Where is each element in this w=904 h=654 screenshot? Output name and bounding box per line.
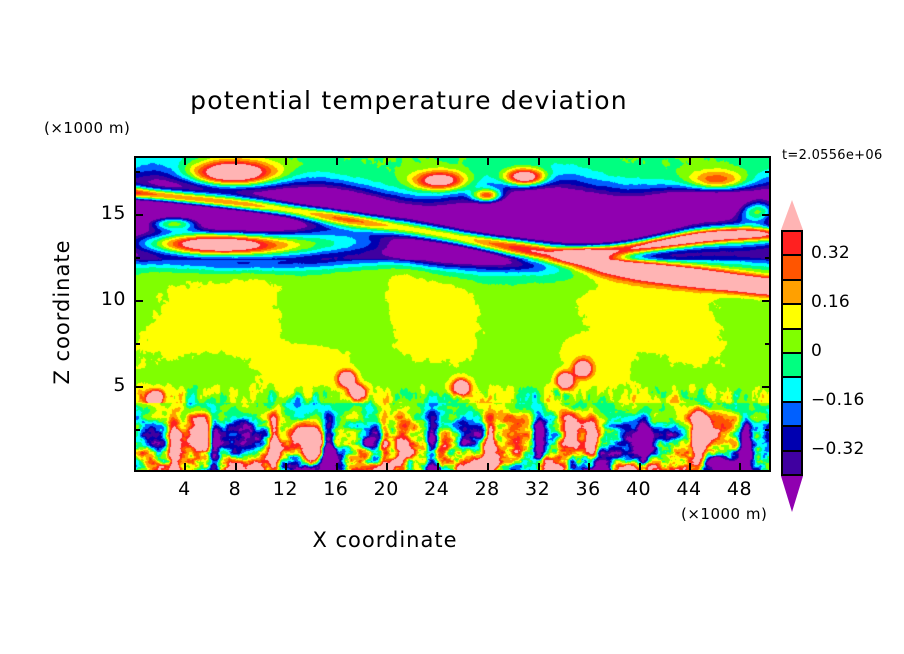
colorbar-label: −0.32 [811,438,865,459]
colorbar-label: −0.16 [811,389,865,410]
colorbar-band [781,449,803,476]
colorbar-band [781,376,803,403]
time-annotation: t=2.0556e+06 [782,148,883,163]
x-tick-label: 8 [228,478,242,500]
y-tick-label: 15 [100,202,126,225]
x-tick-label: 24 [424,478,450,500]
x-tick-label: 4 [178,478,191,500]
x-tick-label: 36 [575,478,601,500]
colorbar-band [781,230,803,257]
colorbar-band [781,254,803,281]
y-axis-title: Z coordinate [50,239,74,385]
colorbar-label: 0 [811,341,823,361]
colorbar: 0.32 0.16 0 −0.16 −0.32 [781,200,864,512]
colorbar-band [781,425,803,452]
page-title: potential temperature deviation [0,86,904,115]
x-tick-label: 32 [525,478,551,500]
x-tick-label: 44 [676,478,702,500]
x-tick-label: 12 [272,478,298,500]
colorbar-band [781,278,803,306]
colorbar-label: 0.16 [811,292,851,313]
x-tick-label: 48 [726,478,753,500]
x-tick-label: 20 [373,478,399,500]
plot-title-text: potential temperature deviation [190,86,628,115]
colorbar-band [781,327,803,354]
colorbar-band [781,400,803,428]
contour-plot-area [134,156,771,472]
colorbar-over-arrow [781,200,803,230]
y-tick-label: 5 [113,374,126,397]
colorbar-band [781,352,803,379]
colorbar-label: 0.32 [811,243,851,264]
y-tick-label-layer: 5 10 15 [86,156,126,472]
contour-field-canvas [136,158,769,470]
x-tick-label: 28 [474,478,500,500]
y-tick-label: 10 [100,288,126,311]
x-tick-label: 16 [323,478,349,500]
x-tick-label: 40 [625,478,652,500]
colorbar-band [781,303,803,330]
z-units-label: (×1000 m) [44,119,131,137]
x-axis-title: X coordinate [312,528,458,552]
colorbar-under-arrow [781,476,803,512]
x-units-label: (×1000 m) [681,505,768,523]
